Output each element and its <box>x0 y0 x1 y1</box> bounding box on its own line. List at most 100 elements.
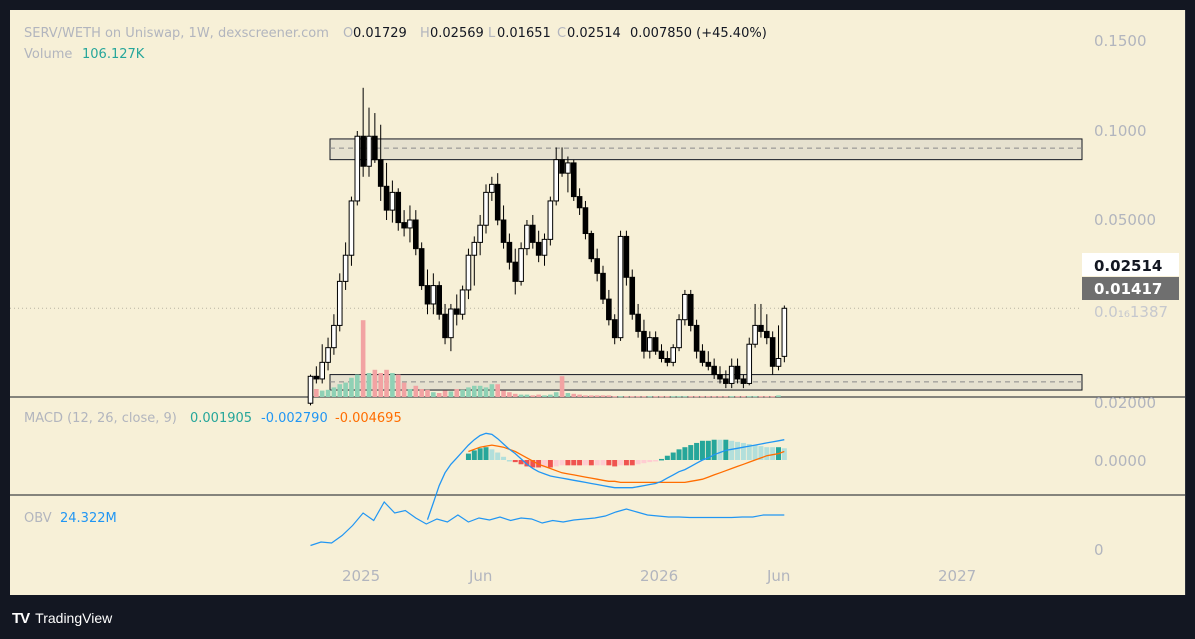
macd-signal-line <box>468 444 785 484</box>
macd-histogram-bar <box>489 449 495 460</box>
volume-bar <box>758 396 764 398</box>
candle-body <box>565 162 571 174</box>
volume-bar <box>559 376 565 397</box>
candle-body <box>547 200 554 240</box>
volume-bar <box>472 385 477 397</box>
candle-body <box>307 375 314 404</box>
candle-body <box>559 159 565 174</box>
macd-histogram-bar <box>629 460 635 466</box>
legend-l-label: L <box>488 26 496 41</box>
candle-body <box>424 285 431 305</box>
macd-histogram-bar <box>746 444 752 460</box>
candle-body <box>524 224 530 250</box>
volume-bar <box>431 392 436 397</box>
volume-bar <box>606 395 612 397</box>
macd-layer <box>426 432 787 520</box>
volume-bar <box>507 392 512 397</box>
candle-body <box>717 374 723 380</box>
candle-body <box>430 285 437 305</box>
candle-body <box>442 313 448 339</box>
obv-scale-tick: 0 <box>1094 541 1104 559</box>
macd-histogram-bar <box>729 440 735 460</box>
candle-body <box>752 324 758 345</box>
macd-histogram-bar <box>477 448 483 460</box>
volume-bar <box>495 384 500 397</box>
volume-bar <box>618 396 623 398</box>
candle-body <box>325 347 331 363</box>
candle-body <box>418 248 425 287</box>
candle-body <box>641 330 647 352</box>
macd-histogram-bar <box>571 460 577 466</box>
candle-body <box>541 238 548 256</box>
obv-legend-label: OBV <box>24 511 52 526</box>
volume-bar <box>641 396 647 398</box>
last-price-badge <box>1082 253 1179 276</box>
macd-histogram-bar <box>635 460 641 465</box>
volume-bar <box>711 396 717 398</box>
volume-bar <box>384 369 389 397</box>
macd-histogram-bar <box>641 460 647 464</box>
volume-bar <box>378 373 383 397</box>
volume-bar <box>583 395 588 397</box>
obv-layer <box>310 501 785 547</box>
legend-o-label: O <box>343 26 353 41</box>
macd-histogram-bar <box>465 453 471 460</box>
macd-histogram-bar <box>694 442 700 460</box>
candle-body <box>372 135 378 161</box>
macd-histogram-bar <box>618 460 624 466</box>
candle-body <box>459 289 466 315</box>
volume-bar <box>501 390 506 397</box>
candles-layer <box>307 87 788 406</box>
volume-bar <box>454 389 460 397</box>
level-price-badge <box>1082 277 1179 300</box>
volume-bar <box>682 396 688 398</box>
candle-body <box>395 191 402 224</box>
candle-body <box>413 219 419 250</box>
volume-bar <box>524 394 530 397</box>
volume-bar <box>512 393 518 397</box>
price-tick-3: 0.02000 <box>1094 394 1156 412</box>
candle-body <box>465 254 472 291</box>
candle-body <box>407 219 413 229</box>
candle-body <box>530 224 536 243</box>
volume-bar <box>436 393 442 397</box>
time-tick-2026: 2026 <box>640 567 678 585</box>
volume-bar <box>688 396 694 398</box>
legend-volume-label: Volume <box>24 47 72 62</box>
macd-histogram-bar <box>770 447 776 460</box>
candle-body <box>664 358 671 363</box>
macd-histogram-bar <box>512 460 518 463</box>
candle-body <box>336 280 343 326</box>
candle-body <box>687 293 694 326</box>
candle-body <box>500 219 507 243</box>
candle-body <box>436 285 442 315</box>
candle-body <box>471 241 478 256</box>
candle-body <box>740 378 747 384</box>
candle-body <box>588 233 595 260</box>
candle-body <box>623 235 630 278</box>
macd-histogram-bar <box>559 460 565 466</box>
candle-body <box>401 222 407 229</box>
chart-canvas[interactable]: SERV/WETH on Uniswap, 1W, dexscreener.co… <box>10 10 1185 595</box>
candle-body <box>682 293 688 321</box>
candle-body <box>342 254 349 282</box>
volume-bar <box>746 396 752 398</box>
tradingview-logo[interactable]: TV TradingView <box>12 608 112 628</box>
macd-histogram-bar <box>501 456 507 460</box>
macd-histogram-bar <box>471 450 477 460</box>
candle-body <box>693 324 700 352</box>
candle-body <box>758 324 764 332</box>
macd-legend-v1: 0.001905 <box>190 411 252 426</box>
macd-histogram-bar <box>524 460 530 467</box>
time-tick-2027: 2027 <box>938 567 976 585</box>
volume-bar <box>706 396 711 398</box>
macd-histogram-bar <box>670 452 676 460</box>
candle-body <box>512 261 519 282</box>
candle-body <box>494 183 501 221</box>
volume-bar <box>314 389 319 397</box>
legend-h-value: 0.02569 <box>430 26 484 41</box>
chart-panel[interactable]: SERV/WETH on Uniswap, 1W, dexscreener.co… <box>10 10 1186 595</box>
faded-price-label: 0.0₁₆1387 <box>1094 303 1168 321</box>
candle-body <box>705 361 712 367</box>
volume-bar <box>331 387 337 397</box>
